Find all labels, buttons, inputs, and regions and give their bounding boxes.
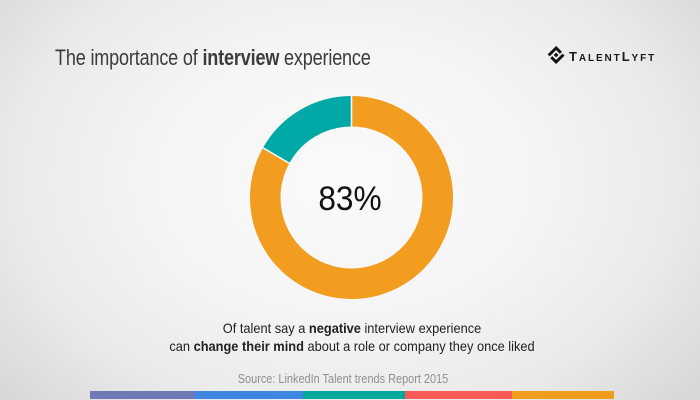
svg-text:TALENTLYFT: TALENTLYFT <box>569 49 656 64</box>
